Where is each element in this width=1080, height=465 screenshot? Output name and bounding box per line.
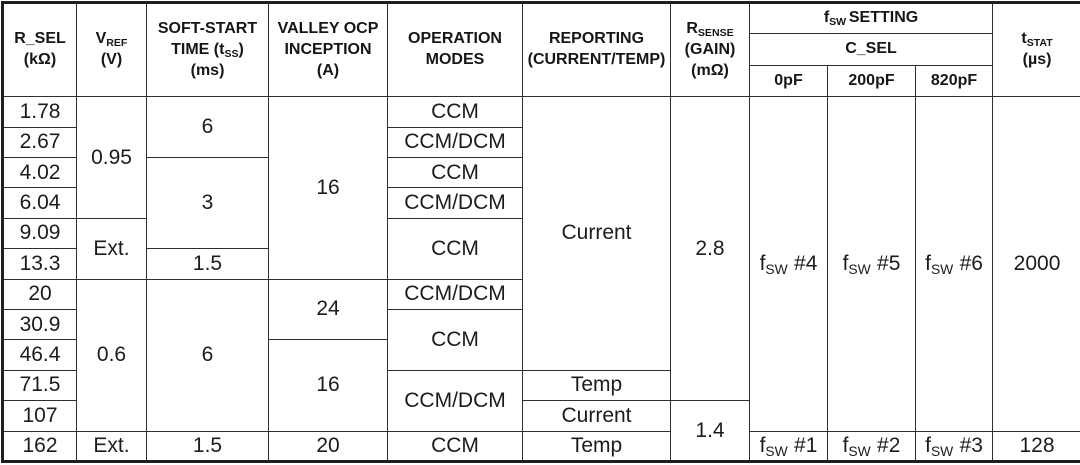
cell-report-g1: Current bbox=[523, 97, 671, 371]
header-rsel-line1: R_SEL bbox=[6, 29, 74, 50]
header-vref-unit: (V) bbox=[79, 50, 144, 71]
cell-rsel-r5: 9.09 bbox=[3, 218, 77, 248]
cell-report-r10: Temp bbox=[523, 370, 671, 400]
cell-tss-r12: 1.5 bbox=[147, 431, 269, 461]
cell-ocp-g1: 16 bbox=[269, 97, 388, 279]
cell-tss-g4: 6 bbox=[147, 279, 269, 431]
header-soft-start-line1: SOFT-START bbox=[149, 19, 266, 40]
header-soft-start-line2: TIME (tSS) bbox=[149, 40, 266, 61]
cell-ocp-g3: 16 bbox=[269, 340, 388, 431]
cell-rsel-r10: 71.5 bbox=[3, 370, 77, 400]
cell-mode-g5: CCM bbox=[388, 218, 523, 279]
header-operation-modes-line2: MODES bbox=[390, 50, 520, 71]
cell-report-r12: Temp bbox=[523, 431, 671, 461]
header-cap-0pf: 0pF bbox=[750, 65, 828, 96]
header-soft-start-unit: (ms) bbox=[149, 61, 266, 82]
header-cap-820pf: 820pF bbox=[916, 65, 993, 96]
cell-rsel-r7: 20 bbox=[3, 279, 77, 309]
cell-mode-r12: CCM bbox=[388, 431, 523, 461]
header-reporting: REPORTING (CURRENT/TEMP) bbox=[523, 3, 671, 97]
header-valley-ocp-line1: VALLEY OCP bbox=[271, 19, 385, 40]
cell-tss-g2: 3 bbox=[147, 158, 269, 249]
cell-fsw-200pf-g1: fSW#5 bbox=[828, 97, 916, 431]
header-valley-ocp: VALLEY OCP INCEPTION (A) bbox=[269, 3, 388, 97]
header-reporting-line2: (CURRENT/TEMP) bbox=[525, 50, 668, 71]
header-tstat-symbol: tSTAT bbox=[995, 29, 1079, 50]
cell-vref-g3: 0.6 bbox=[77, 279, 147, 431]
cell-vref-r12: Ext. bbox=[77, 431, 147, 461]
header-rsel: R_SEL (kΩ) bbox=[3, 3, 77, 97]
header-valley-ocp-unit: (A) bbox=[271, 61, 385, 82]
header-rsense: RSENSE (GAIN) (mΩ) bbox=[671, 3, 750, 97]
header-soft-start: SOFT-START TIME (tSS) (ms) bbox=[147, 3, 269, 97]
cell-mode-g10: CCM/DCM bbox=[388, 370, 523, 431]
cell-rsense-g1: 2.8 bbox=[671, 97, 750, 401]
header-rsense-unit: (mΩ) bbox=[673, 61, 747, 82]
cell-fsw-200pf-r12: fSW#2 bbox=[828, 431, 916, 461]
header-valley-ocp-line2: INCEPTION bbox=[271, 40, 385, 61]
cell-mode-r2: CCM/DCM bbox=[388, 127, 523, 157]
cell-tss-g3: 1.5 bbox=[147, 249, 269, 279]
cell-fsw-820pf-r12: fSW#3 bbox=[916, 431, 993, 461]
cell-report-r11: Current bbox=[523, 401, 671, 431]
cell-mode-r7: CCM/DCM bbox=[388, 279, 523, 309]
table-row: 162 Ext. 1.5 20 CCM Temp fSW#1 fSW#2 fSW… bbox=[3, 431, 1080, 461]
cell-mode-r3: CCM bbox=[388, 158, 523, 188]
cell-ocp-r12: 20 bbox=[269, 431, 388, 461]
cell-rsel-r1: 1.78 bbox=[3, 97, 77, 127]
table-row: 1.78 0.95 6 16 CCM Current 2.8 fSW#4 fSW… bbox=[3, 97, 1080, 127]
cell-vref-g2: Ext. bbox=[77, 218, 147, 279]
cell-mode-r4: CCM/DCM bbox=[388, 188, 523, 218]
cell-rsel-r2: 2.67 bbox=[3, 127, 77, 157]
cell-rsel-r4: 6.04 bbox=[3, 188, 77, 218]
cell-rsense-g2: 1.4 bbox=[671, 401, 750, 462]
header-operation-modes-line1: OPERATION bbox=[390, 29, 520, 50]
cell-rsel-r6: 13.3 bbox=[3, 249, 77, 279]
header-cap-200pf: 200pF bbox=[828, 65, 916, 96]
cell-rsel-r12: 162 bbox=[3, 431, 77, 461]
cell-fsw-0pf-g1: fSW#4 bbox=[750, 97, 828, 431]
cell-rsel-r8: 30.9 bbox=[3, 309, 77, 339]
cell-vref-g1: 0.95 bbox=[77, 97, 147, 219]
cell-rsel-r9: 46.4 bbox=[3, 340, 77, 370]
cell-rsel-r3: 4.02 bbox=[3, 158, 77, 188]
cell-rsel-r11: 107 bbox=[3, 401, 77, 431]
header-rsense-symbol: RSENSE bbox=[673, 19, 747, 40]
cell-tstat-g1: 2000 bbox=[993, 97, 1080, 431]
header-rsel-unit: (kΩ) bbox=[6, 50, 74, 71]
header-vref: VREF (V) bbox=[77, 3, 147, 97]
header-csel: C_SEL bbox=[750, 34, 993, 65]
header-rsense-gain: (GAIN) bbox=[673, 40, 747, 61]
cell-ocp-g2: 24 bbox=[269, 279, 388, 340]
header-vref-symbol: VREF bbox=[79, 29, 144, 50]
header-tstat: tSTAT (µs) bbox=[993, 3, 1080, 97]
cell-tss-g1: 6 bbox=[147, 97, 269, 158]
cell-fsw-820pf-g1: fSW#6 bbox=[916, 97, 993, 431]
header-operation-modes: OPERATION MODES bbox=[388, 3, 523, 97]
cell-tstat-r12: 128 bbox=[993, 431, 1080, 461]
header-reporting-line1: REPORTING bbox=[525, 29, 668, 50]
header-tstat-unit: (µs) bbox=[995, 50, 1079, 71]
cell-mode-r1: CCM bbox=[388, 97, 523, 127]
cell-fsw-0pf-r12: fSW#1 bbox=[750, 431, 828, 461]
cell-mode-g8: CCM bbox=[388, 309, 523, 370]
